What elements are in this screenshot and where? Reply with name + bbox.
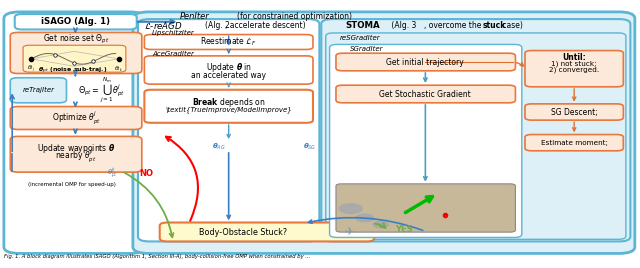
Text: iSAGO (Alg. 1): iSAGO (Alg. 1) (41, 17, 110, 26)
FancyBboxPatch shape (321, 19, 630, 241)
Text: Get Stochastic Gradient: Get Stochastic Gradient (380, 90, 471, 99)
FancyBboxPatch shape (145, 90, 313, 123)
FancyBboxPatch shape (525, 135, 623, 151)
FancyBboxPatch shape (138, 19, 319, 241)
Text: $\theta_{i_j}$: $\theta_{i_j}$ (28, 64, 35, 75)
Text: $\boldsymbol{\theta}_{pt}$ (noise sub-traj.): $\boldsymbol{\theta}_{pt}$ (noise sub-tr… (38, 65, 108, 76)
Text: reSGradIter: reSGradIter (340, 35, 381, 41)
Text: stuck: stuck (483, 21, 506, 30)
Text: AceGradIter: AceGradIter (152, 51, 194, 57)
Text: (for constrained optimization): (for constrained optimization) (237, 12, 352, 21)
FancyBboxPatch shape (336, 85, 515, 103)
Text: \textit{TrueImprove/ModelImprove}: \textit{TrueImprove/ModelImprove} (165, 106, 292, 113)
FancyBboxPatch shape (160, 222, 374, 241)
Text: Fig. 1. A block diagram illustrates iSAGO (Algorithm 1, Section III-A), body-col: Fig. 1. A block diagram illustrates iSAG… (4, 254, 310, 259)
Text: reTrajIter: reTrajIter (22, 87, 54, 93)
Text: Get initial trajectory: Get initial trajectory (387, 58, 464, 66)
FancyBboxPatch shape (15, 14, 137, 29)
FancyBboxPatch shape (525, 104, 623, 120)
Text: Update $\boldsymbol{\theta}$ in: Update $\boldsymbol{\theta}$ in (205, 61, 252, 75)
Text: (Alg. 2: (Alg. 2 (205, 21, 230, 30)
Text: ✈: ✈ (344, 227, 353, 237)
FancyBboxPatch shape (10, 107, 142, 129)
Text: $\theta_{i_k}$: $\theta_{i_k}$ (115, 65, 124, 74)
Text: nearby $\theta^{j\prime}_{pt}$: nearby $\theta^{j\prime}_{pt}$ (55, 147, 97, 164)
FancyBboxPatch shape (133, 12, 635, 254)
Text: $\boldsymbol{\theta}_{AG}$: $\boldsymbol{\theta}_{AG}$ (212, 142, 226, 152)
FancyBboxPatch shape (145, 56, 313, 84)
Text: Update waypoints $\boldsymbol{\theta}$: Update waypoints $\boldsymbol{\theta}$ (37, 142, 115, 155)
Text: YES: YES (396, 225, 413, 234)
Text: Optimize $\theta^j_{pt}$: Optimize $\theta^j_{pt}$ (52, 110, 100, 126)
Text: Reestimate $\mathcal{L}_F$: Reestimate $\mathcal{L}_F$ (200, 36, 257, 48)
Text: an accelerated way: an accelerated way (191, 71, 266, 80)
FancyBboxPatch shape (23, 45, 126, 72)
FancyBboxPatch shape (4, 12, 145, 254)
Text: $\mathbf{Break}$ depends on: $\mathbf{Break}$ depends on (192, 96, 266, 109)
Text: 1) not stuck;: 1) not stuck; (552, 60, 597, 67)
FancyBboxPatch shape (336, 53, 515, 71)
Text: (incremental OMP for speed-up): (incremental OMP for speed-up) (28, 182, 116, 187)
Text: SG Descent;: SG Descent; (551, 108, 598, 117)
FancyBboxPatch shape (10, 78, 67, 103)
FancyBboxPatch shape (10, 136, 142, 172)
Text: Estimate moment;: Estimate moment; (541, 140, 607, 146)
Text: 2) converged.: 2) converged. (549, 66, 599, 73)
FancyBboxPatch shape (336, 184, 515, 232)
Text: Get noise set $\Theta_{pt}$: Get noise set $\Theta_{pt}$ (43, 33, 109, 46)
Text: $\mathcal{L}$-reAGD: $\mathcal{L}$-reAGD (143, 20, 182, 31)
Text: $\boldsymbol{\theta}_{SG}$: $\boldsymbol{\theta}_{SG}$ (303, 142, 317, 152)
Text: SGradIter: SGradIter (350, 46, 383, 52)
Circle shape (373, 221, 388, 228)
Text: case): case) (500, 21, 523, 30)
Text: LipschitzIter: LipschitzIter (152, 30, 195, 36)
Text: PenIter: PenIter (179, 12, 209, 21)
Text: Until:: Until: (563, 53, 586, 62)
Circle shape (356, 214, 374, 222)
Text: Body-Obstacle Stuck?: Body-Obstacle Stuck? (199, 228, 287, 237)
FancyBboxPatch shape (145, 35, 313, 50)
Text: , overcome the: , overcome the (424, 21, 481, 30)
FancyBboxPatch shape (326, 33, 626, 239)
Text: $\theta^{j\prime}_{pt}$: $\theta^{j\prime}_{pt}$ (107, 166, 118, 181)
Circle shape (339, 204, 362, 213)
FancyBboxPatch shape (525, 51, 623, 87)
Text: STOMA: STOMA (346, 21, 380, 30)
FancyBboxPatch shape (10, 32, 142, 73)
Text: NO: NO (140, 169, 154, 178)
Text: , accelerate descent): , accelerate descent) (225, 21, 306, 30)
Text: $\Theta_{pt} = \bigcup_{j=1}^{N_m}\theta^j_{pt}$: $\Theta_{pt} = \bigcup_{j=1}^{N_m}\theta… (78, 76, 125, 105)
FancyBboxPatch shape (330, 44, 522, 237)
Text: (Alg. 3: (Alg. 3 (389, 21, 417, 30)
